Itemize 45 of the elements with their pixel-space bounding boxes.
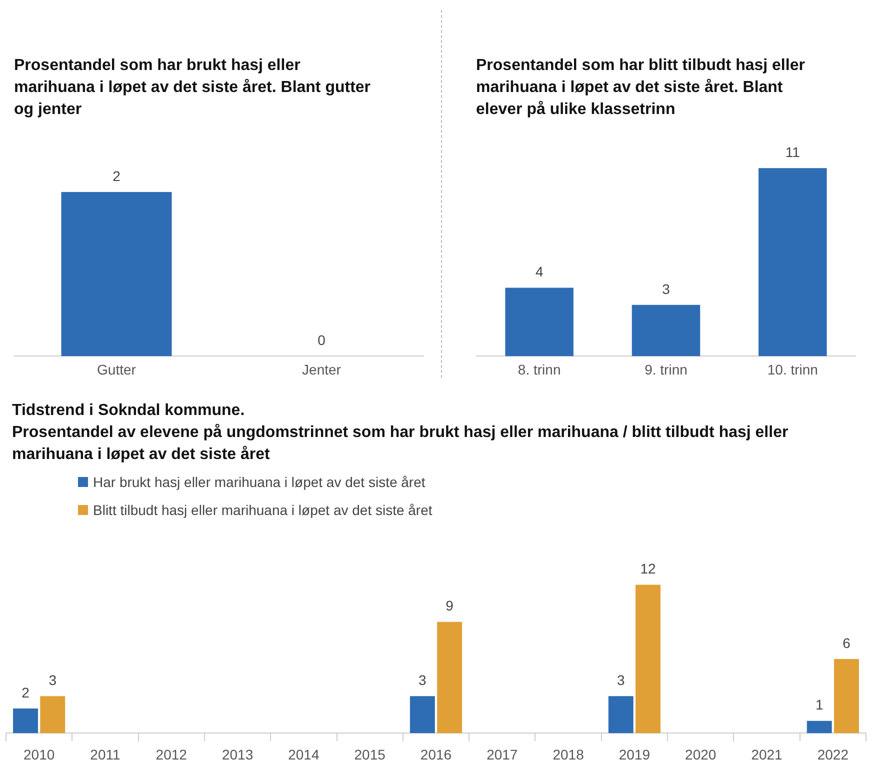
data-label: 3: [48, 672, 57, 688]
bar: [40, 696, 66, 734]
legend-label: Blitt tilbudt hasj eller marihuana i løpet av det siste året: [93, 502, 432, 518]
x-tick-label: 9. trinn: [644, 361, 688, 378]
x-tick-label: 2015: [354, 746, 386, 762]
data-label: 9: [446, 598, 454, 614]
bar: [437, 622, 462, 734]
data-label: 6: [842, 634, 851, 651]
x-tick-label: 8. trinn: [518, 361, 561, 378]
chart-title: Prosentandel som har blitt tilbudt hasj eller marihuana i løpet av det siste året. Blant elever på ulike klassetrinn: [476, 56, 806, 120]
bar: [806, 720, 832, 734]
chart-title: Prosentandel som har brukt hasj eller marihuana i løpet av det siste året. Blant gutter og jenter: [14, 56, 372, 120]
data-label: 4: [535, 264, 544, 280]
data-label: 1: [815, 696, 824, 713]
x-tick-label: 2013: [222, 746, 254, 762]
bar: [13, 708, 38, 734]
x-tick-label: 2012: [156, 746, 188, 762]
data-label: 3: [662, 280, 670, 297]
x-tick-label: 2018: [552, 746, 584, 762]
chart-subtitle: Prosentandel av elevene på ungdomstrinnet som har brukt hasj eller marihuana / blitt tilbudt hasj eller marihuana i løpet av det siste året: [12, 422, 790, 465]
x-tick-label: 2011: [90, 746, 120, 762]
x-tick-label: 2010: [24, 746, 55, 762]
data-label: 3: [617, 672, 625, 688]
x-tick-label: Jenter: [302, 361, 342, 378]
bar: [636, 584, 660, 734]
data-label: 11: [785, 144, 800, 160]
x-tick-label: 2021: [751, 746, 783, 762]
bar: [608, 696, 634, 734]
legend-label: Har brukt hasj eller marihuana i løpet av det siste året: [93, 474, 426, 490]
x-tick-label: 2019: [618, 746, 650, 762]
bar: [834, 658, 859, 734]
x-tick-label: 2022: [817, 746, 849, 762]
x-tick-label: 10. trinn: [767, 361, 818, 378]
data-label: 3: [418, 672, 427, 688]
x-tick-label: 2020: [685, 746, 716, 762]
x-tick-label: 2017: [486, 746, 518, 762]
data-label: 0: [318, 332, 326, 348]
bar: [410, 696, 435, 734]
x-tick-label: Gutter: [97, 361, 136, 378]
x-tick-label: 2016: [420, 746, 452, 762]
data-label: 12: [640, 560, 656, 577]
chart-title: Tidstrend i Sokndal kommune.: [12, 401, 246, 421]
x-tick-label: 2014: [288, 746, 320, 762]
data-label: 2: [22, 684, 30, 700]
data-label: 2: [112, 168, 121, 184]
